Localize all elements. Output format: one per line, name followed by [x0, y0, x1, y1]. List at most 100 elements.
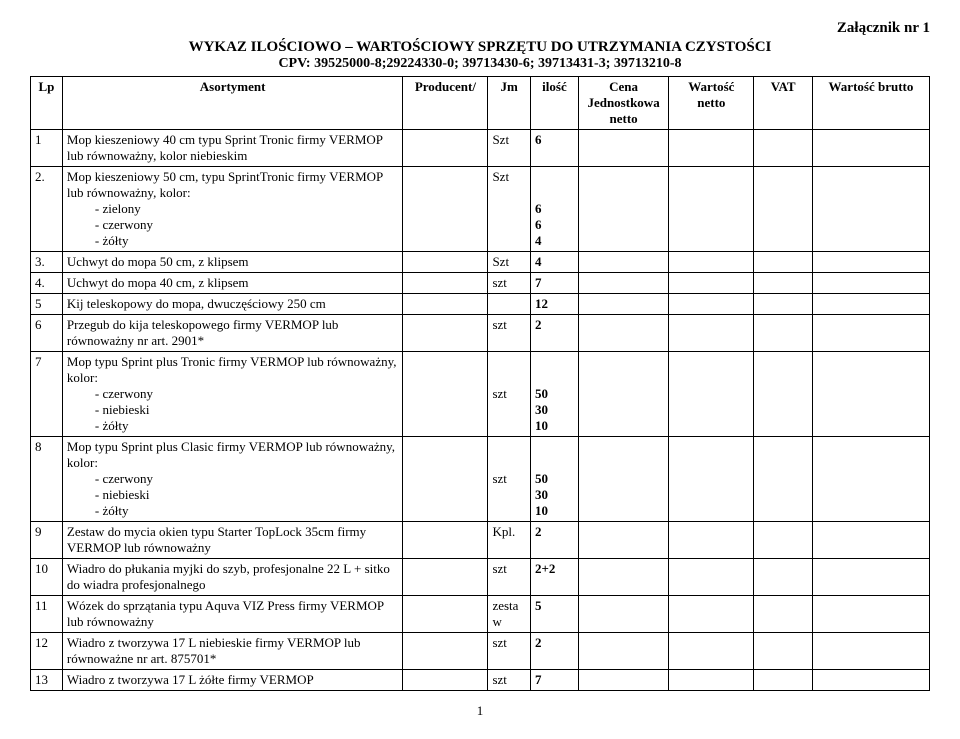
- cell-ilosc: 2: [531, 315, 579, 352]
- cell-lp: 4.: [31, 273, 63, 294]
- cell-wartosc-brutto: [812, 670, 929, 691]
- cell-producent: [403, 670, 488, 691]
- cell-asortyment: Uchwyt do mopa 40 cm, z klipsem: [62, 273, 402, 294]
- cell-lp: 10: [31, 559, 63, 596]
- cell-ilosc: 7: [531, 670, 579, 691]
- cell-jm: Kpl.: [488, 522, 531, 559]
- cell-ilosc: 2: [531, 522, 579, 559]
- asort-sub-item: niebieski: [95, 402, 398, 418]
- cell-lp: 11: [31, 596, 63, 633]
- asort-main: Uchwyt do mopa 40 cm, z klipsem: [67, 275, 398, 291]
- asort-sub-item: żółty: [95, 233, 398, 249]
- cell-ilosc: 503010: [531, 352, 579, 437]
- cell-cena: [578, 352, 668, 437]
- asort-main: Wózek do sprzątania typu Aquva VIZ Press…: [67, 598, 398, 630]
- cell-vat: [754, 437, 813, 522]
- cell-cena: [578, 252, 668, 273]
- cell-jm: szt: [488, 273, 531, 294]
- cell-vat: [754, 273, 813, 294]
- cell-ilosc: 2: [531, 633, 579, 670]
- asort-main: Wiadro z tworzywa 17 L niebieskie firmy …: [67, 635, 398, 667]
- cell-ilosc: 4: [531, 252, 579, 273]
- table-row: 8Mop typu Sprint plus Clasic firmy VERMO…: [31, 437, 930, 522]
- cell-ilosc: 664: [531, 167, 579, 252]
- cell-ilosc: 7: [531, 273, 579, 294]
- cell-wartosc-brutto: [812, 437, 929, 522]
- cell-vat: [754, 315, 813, 352]
- cell-vat: [754, 670, 813, 691]
- cell-jm: szt: [488, 437, 531, 522]
- cell-producent: [403, 273, 488, 294]
- asort-sub-item: czerwony: [95, 386, 398, 402]
- cell-ilosc: 2+2: [531, 559, 579, 596]
- asort-sub-item: żółty: [95, 418, 398, 434]
- col-ilosc: ilość: [531, 77, 579, 130]
- table-row: 4.Uchwyt do mopa 40 cm, z klipsem szt7: [31, 273, 930, 294]
- asort-sub-item: zielony: [95, 201, 398, 217]
- col-wartosc-netto: Wartość netto: [669, 77, 754, 130]
- cell-asortyment: Przegub do kija teleskopowego firmy VERM…: [62, 315, 402, 352]
- cell-asortyment: Wiadro do płukania myjki do szyb, profes…: [62, 559, 402, 596]
- cell-vat: [754, 596, 813, 633]
- cell-asortyment: Wózek do sprzątania typu Aquva VIZ Press…: [62, 596, 402, 633]
- asort-main: Kij teleskopowy do mopa, dwuczęściowy 25…: [67, 296, 398, 312]
- cell-jm: szt: [488, 559, 531, 596]
- cell-cena: [578, 167, 668, 252]
- asort-sub-item: czerwony: [95, 217, 398, 233]
- col-wartosc-brutto: Wartość brutto: [812, 77, 929, 130]
- cell-vat: [754, 167, 813, 252]
- asort-main: Zestaw do mycia okien typu Starter TopLo…: [67, 524, 398, 556]
- col-producent: Producent/: [403, 77, 488, 130]
- table-row: 1Mop kieszeniowy 40 cm typu Sprint Troni…: [31, 130, 930, 167]
- table-row: 12Wiadro z tworzywa 17 L niebieskie firm…: [31, 633, 930, 670]
- cell-vat: [754, 252, 813, 273]
- cell-jm: zestaw: [488, 596, 531, 633]
- cell-vat: [754, 130, 813, 167]
- cell-ilosc: 12: [531, 294, 579, 315]
- cell-vat: [754, 294, 813, 315]
- cell-wartosc-netto: [669, 670, 754, 691]
- cell-producent: [403, 522, 488, 559]
- cell-cena: [578, 596, 668, 633]
- cell-producent: [403, 167, 488, 252]
- cell-asortyment: Mop kieszeniowy 40 cm typu Sprint Tronic…: [62, 130, 402, 167]
- cell-jm: [488, 294, 531, 315]
- cell-cena: [578, 670, 668, 691]
- cell-lp: 6: [31, 315, 63, 352]
- cell-producent: [403, 633, 488, 670]
- cell-lp: 8: [31, 437, 63, 522]
- cell-lp: 2.: [31, 167, 63, 252]
- cell-producent: [403, 294, 488, 315]
- cell-lp: 13: [31, 670, 63, 691]
- cell-jm: szt: [488, 352, 531, 437]
- cell-vat: [754, 352, 813, 437]
- cell-cena: [578, 130, 668, 167]
- table-row: 5Kij teleskopowy do mopa, dwuczęściowy 2…: [31, 294, 930, 315]
- cell-asortyment: Uchwyt do mopa 50 cm, z klipsem: [62, 252, 402, 273]
- table-row: 11Wózek do sprzątania typu Aquva VIZ Pre…: [31, 596, 930, 633]
- cell-wartosc-netto: [669, 130, 754, 167]
- cell-wartosc-netto: [669, 167, 754, 252]
- cell-producent: [403, 596, 488, 633]
- cell-wartosc-brutto: [812, 294, 929, 315]
- cell-producent: [403, 315, 488, 352]
- page-number: 1: [30, 703, 930, 719]
- attachment-label: Załącznik nr 1: [30, 20, 930, 37]
- cell-jm: Szt: [488, 252, 531, 273]
- asort-main: Uchwyt do mopa 50 cm, z klipsem: [67, 254, 398, 270]
- asort-main: Mop kieszeniowy 40 cm typu Sprint Tronic…: [67, 132, 398, 164]
- cell-producent: [403, 252, 488, 273]
- cell-wartosc-brutto: [812, 167, 929, 252]
- cell-ilosc: 5: [531, 596, 579, 633]
- table-row: 9Zestaw do mycia okien typu Starter TopL…: [31, 522, 930, 559]
- cell-vat: [754, 633, 813, 670]
- cell-wartosc-brutto: [812, 596, 929, 633]
- col-jm: Jm: [488, 77, 531, 130]
- cell-wartosc-brutto: [812, 252, 929, 273]
- cell-wartosc-brutto: [812, 315, 929, 352]
- cell-wartosc-netto: [669, 294, 754, 315]
- cell-wartosc-brutto: [812, 559, 929, 596]
- cell-lp: 1: [31, 130, 63, 167]
- doc-title: WYKAZ ILOŚCIOWO – WARTOŚCIOWY SPRZĘTU DO…: [30, 39, 930, 56]
- cell-asortyment: Kij teleskopowy do mopa, dwuczęściowy 25…: [62, 294, 402, 315]
